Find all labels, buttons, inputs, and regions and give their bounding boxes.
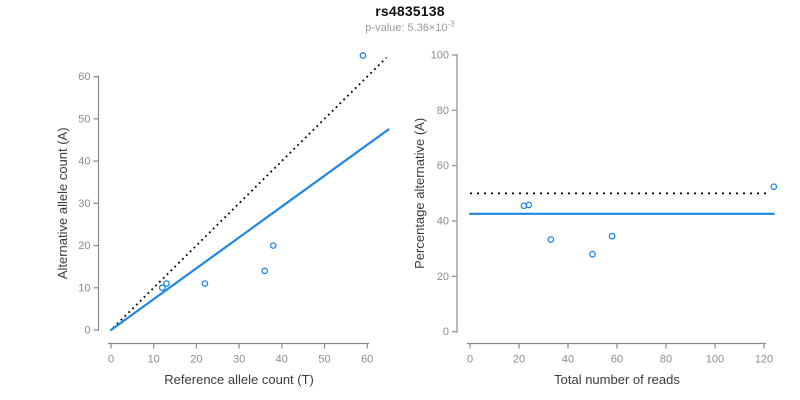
data-point [163,280,170,287]
x-tick-label: 60 [611,354,623,366]
y-tick-label: 20 [437,271,449,283]
data-point [201,280,209,287]
data-point [525,201,533,209]
x-axis-title: Reference allele count (T) [164,372,314,387]
data-point [608,232,616,240]
y-tick-label: 40 [78,156,90,168]
x-tick-label: 20 [513,354,525,366]
x-tick-label: 40 [276,354,288,366]
percentage-vs-reads-scatter: 0 20 40 60 80 100 120 0 20 40 60 80 100 Total number … [412,50,778,387]
y-tick-label: 0 [84,325,90,337]
y-axis-title: Percentage alternative (A) [412,118,427,269]
x-tick-label: 0 [108,354,114,366]
y-tick-label: 100 [431,50,449,62]
y-tick-label: 40 [437,216,449,228]
x-tick-label: 10 [148,354,160,366]
y-axis-title: Alternative allele count (A) [55,127,70,279]
x-tick-label: 30 [233,354,245,366]
x-tick-label: 20 [190,354,202,366]
data-point [589,250,596,258]
data-point [158,284,166,292]
x-tick-label: 80 [660,354,672,366]
x-tick-label: 50 [318,354,330,366]
identity-line [112,56,388,329]
x-tick-label: 40 [562,354,574,366]
x-tick-label: 60 [361,354,373,366]
y-tick-label: 50 [78,113,90,125]
y-tick-label: 80 [437,105,449,117]
x-tick-label: 120 [755,354,773,366]
y-tick-label: 60 [437,160,449,172]
x-tick-label: 0 [467,354,473,366]
data-point [547,236,555,243]
y-tick-label: 10 [78,282,90,294]
x-tick-label: 100 [706,354,724,366]
y-tick-label: 60 [78,71,90,83]
data-point [359,52,367,59]
x-axis-title: Total number of reads [554,372,680,387]
y-tick-label: 20 [78,240,90,252]
allele-count-scatter: 0 10 20 30 40 50 60 0 10 20 30 40 50 60 Reference alle… [55,52,390,387]
y-tick-label: 0 [443,326,449,338]
data-point [770,183,778,191]
data-point [261,267,269,275]
data-point [269,242,277,249]
y-tick-label: 30 [78,198,90,210]
allelic-ratio-fit-line [109,128,390,332]
